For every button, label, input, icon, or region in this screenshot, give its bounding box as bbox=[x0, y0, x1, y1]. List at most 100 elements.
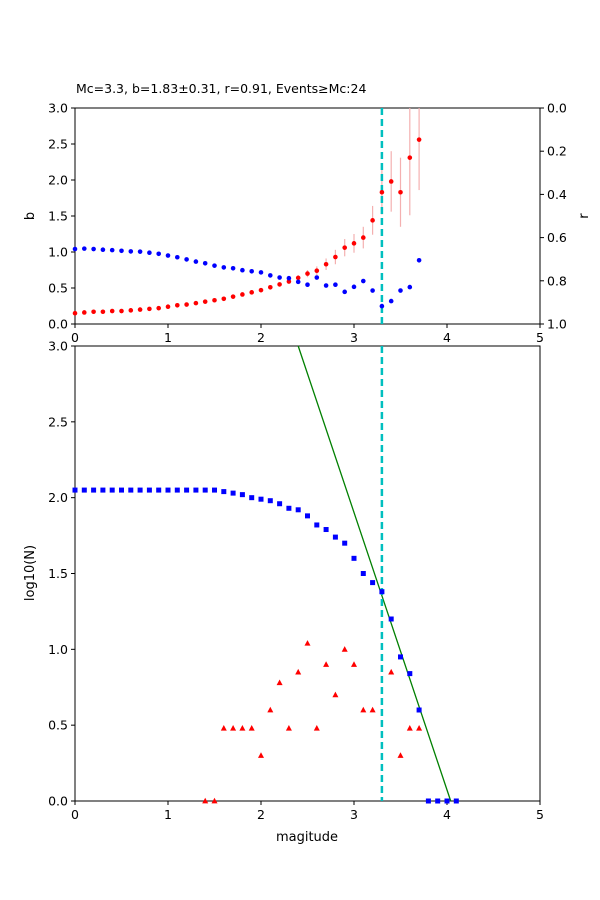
b-value-point bbox=[119, 308, 124, 314]
top-plot-frame bbox=[74, 107, 541, 325]
cumulative-count-point bbox=[119, 487, 124, 493]
bottom-plot-marks bbox=[72, 345, 459, 804]
r-value-point bbox=[286, 275, 292, 281]
cumulative-count-point bbox=[81, 487, 87, 493]
top-y-axis-label: b bbox=[23, 212, 38, 220]
b-value-point bbox=[258, 287, 264, 293]
b-value-point bbox=[361, 235, 366, 240]
noncumulative-count-point bbox=[406, 725, 413, 731]
bottom-x-tick-label: 3 bbox=[350, 807, 358, 822]
top-x-tick-label: 3 bbox=[350, 330, 358, 345]
r-value-point bbox=[379, 303, 385, 309]
cumulative-count-point bbox=[239, 492, 245, 498]
cumulative-count-point bbox=[146, 487, 152, 493]
b-value-point bbox=[268, 284, 273, 290]
b-value-point bbox=[240, 292, 245, 297]
b-value-point bbox=[333, 254, 338, 260]
b-value-point bbox=[388, 179, 394, 184]
noncumulative-count-point bbox=[267, 706, 274, 713]
cumulative-count-point bbox=[109, 487, 115, 493]
noncumulative-count-point bbox=[313, 725, 320, 731]
b-value-point bbox=[407, 155, 413, 160]
bottom-x-tick-label: 2 bbox=[257, 807, 265, 822]
bottom-y-axis-label: log10(N) bbox=[23, 545, 38, 601]
noncumulative-count-point bbox=[369, 706, 376, 713]
b-value-point bbox=[398, 189, 403, 195]
cumulative-count-point bbox=[174, 487, 180, 493]
cumulative-count-point bbox=[416, 707, 422, 713]
r-value-point bbox=[193, 259, 199, 264]
chart-title: Mc=3.3, b=1.83±0.31, r=0.91, Events≥Mc:2… bbox=[76, 81, 366, 96]
r-value-point bbox=[165, 253, 171, 258]
top-y-tick-label: 1.0 bbox=[48, 245, 68, 260]
cumulative-count-point bbox=[221, 489, 227, 495]
cumulative-count-point bbox=[137, 487, 143, 493]
noncumulative-count-point bbox=[388, 668, 395, 675]
cumulative-count-point bbox=[332, 534, 338, 540]
cumulative-count-point bbox=[249, 495, 255, 501]
cumulative-count-point bbox=[286, 505, 292, 511]
top-x-tick-label: 1 bbox=[164, 330, 172, 345]
cumulative-count-point bbox=[295, 507, 301, 513]
bottom-plot-frame bbox=[74, 345, 541, 802]
r-value-point bbox=[388, 298, 394, 304]
noncumulative-count-point bbox=[230, 725, 237, 731]
top-x-tick-label: 0 bbox=[71, 330, 79, 345]
top-axis-ticks: 0 1 2 3 4 5 0.0 0.5 1.0 1.5 2.0 2.5 3.0 0.0 0.2 0.4 0.6 0… bbox=[48, 101, 567, 346]
b-value-point bbox=[109, 308, 115, 314]
r-value-point bbox=[258, 270, 264, 275]
noncumulative-count-point bbox=[220, 725, 227, 731]
bottom-x-tick-label: 5 bbox=[536, 807, 544, 822]
b-value-point bbox=[286, 279, 292, 284]
r-value-point bbox=[119, 248, 124, 254]
r-value-point bbox=[295, 279, 301, 285]
cumulative-count-point bbox=[258, 496, 264, 502]
b-value-point bbox=[128, 308, 134, 313]
cumulative-count-point bbox=[212, 487, 217, 493]
r-value-point bbox=[82, 246, 87, 251]
top-y2-tick-label: 0.8 bbox=[547, 273, 567, 288]
top-panel: 0 1 2 3 4 5 0.0 0.5 1.0 1.5 2.0 2.5 3.0 0.0 0.2 0.4 0.6 0… bbox=[23, 101, 592, 346]
cumulative-count-point bbox=[407, 671, 413, 677]
b-value-point bbox=[100, 309, 106, 315]
noncumulative-count-point bbox=[341, 646, 348, 652]
cumulative-count-point bbox=[128, 487, 134, 493]
top-y-tick-label: 2.5 bbox=[48, 137, 68, 152]
noncumulative-count-point bbox=[202, 797, 209, 804]
r-value-point bbox=[156, 251, 161, 257]
top-y2-tick-label: 0.2 bbox=[547, 144, 567, 159]
r-value-point bbox=[333, 282, 338, 287]
b-value-point bbox=[249, 290, 254, 295]
cumulative-count-point bbox=[323, 527, 329, 533]
b-value-point bbox=[137, 307, 143, 312]
cumulative-count-point bbox=[370, 580, 376, 586]
r-value-point bbox=[128, 249, 134, 254]
r-value-point bbox=[91, 246, 96, 252]
b-value-point bbox=[295, 275, 301, 281]
cumulative-count-point bbox=[230, 490, 236, 496]
r-value-point bbox=[249, 268, 254, 274]
b-value-point bbox=[230, 294, 236, 299]
cumulative-count-point bbox=[165, 487, 171, 493]
r-value-point bbox=[147, 250, 152, 256]
r-value-point bbox=[416, 257, 422, 263]
cumulative-count-point bbox=[305, 513, 310, 519]
cumulative-count-point bbox=[342, 540, 348, 546]
noncumulative-count-point bbox=[295, 668, 302, 675]
r-value-point bbox=[361, 278, 366, 284]
top-y2-tick-label: 0.6 bbox=[547, 230, 567, 245]
noncumulative-count-point bbox=[248, 725, 255, 731]
b-value-point bbox=[277, 282, 282, 287]
top-x-tick-label: 2 bbox=[257, 330, 265, 345]
bottom-y-tick-label: 2.5 bbox=[48, 414, 68, 429]
b-value-point bbox=[351, 241, 357, 246]
bottom-y-tick-label: 3.0 bbox=[48, 339, 68, 354]
cumulative-count-point bbox=[156, 487, 162, 493]
top-y2-tick-label: 1.0 bbox=[547, 317, 567, 332]
cumulative-count-point bbox=[425, 798, 431, 804]
noncumulative-count-point bbox=[351, 661, 357, 667]
cumulative-count-point bbox=[360, 571, 366, 576]
r-value-point bbox=[100, 247, 106, 252]
r-value-point bbox=[212, 263, 217, 268]
